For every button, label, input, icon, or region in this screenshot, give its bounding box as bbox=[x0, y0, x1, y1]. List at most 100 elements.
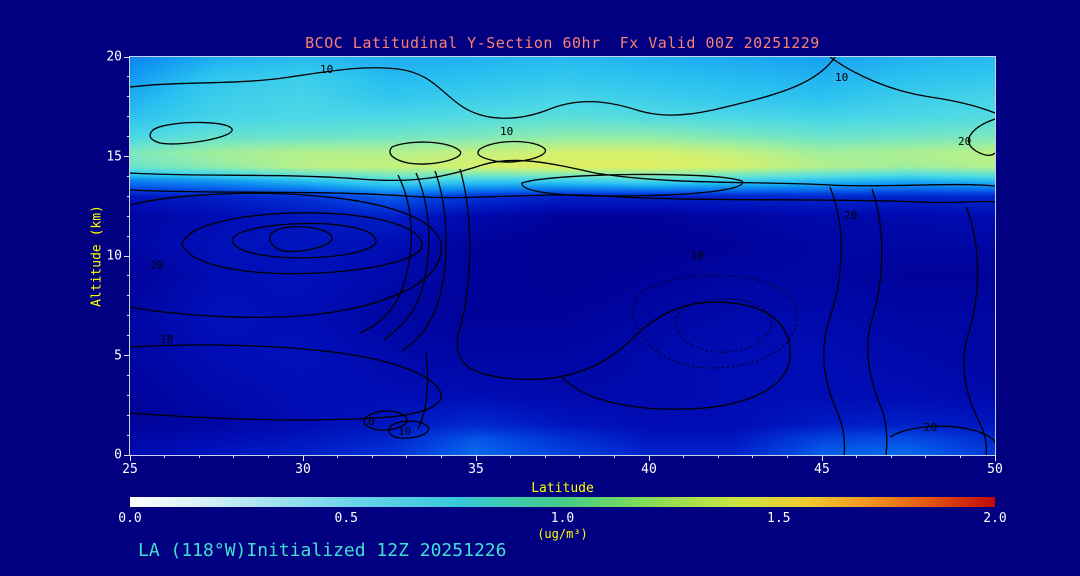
y-axis-minor-tick bbox=[127, 175, 130, 177]
x-tick-label: 40 bbox=[641, 462, 657, 477]
contour-label: 10 bbox=[398, 425, 411, 438]
x-axis-title: Latitude bbox=[531, 481, 594, 496]
y-axis-minor-tick bbox=[127, 116, 130, 118]
y-axis-minor-tick bbox=[127, 215, 130, 217]
contour-line bbox=[363, 410, 408, 431]
x-tick-label: 30 bbox=[295, 462, 311, 477]
contour-line bbox=[867, 188, 888, 455]
colorbar-tick-label: 2.0 bbox=[983, 511, 1007, 526]
x-axis-minor-tick bbox=[544, 455, 546, 458]
x-axis-minor-tick bbox=[233, 455, 235, 458]
x-axis-minor-tick bbox=[786, 455, 788, 458]
contour-line bbox=[963, 206, 988, 455]
x-axis-minor-tick bbox=[890, 455, 892, 458]
y-axis-tick bbox=[124, 255, 130, 257]
contour-label: 20 bbox=[150, 259, 163, 272]
contour-line bbox=[181, 212, 423, 275]
contour-line bbox=[269, 225, 333, 253]
x-axis-minor-tick bbox=[371, 455, 373, 458]
contour-line bbox=[130, 192, 442, 319]
y-axis-minor-tick bbox=[127, 76, 130, 78]
contour-label: 10 bbox=[835, 71, 848, 84]
y-axis-minor-tick bbox=[127, 136, 130, 138]
colorbar-tick-label: 0.5 bbox=[334, 511, 358, 526]
contour-line bbox=[130, 159, 995, 187]
contour-label: 10 bbox=[320, 63, 333, 76]
colorbar-units: (ug/m³) bbox=[537, 527, 588, 541]
y-axis-tick bbox=[124, 56, 130, 58]
contour-line bbox=[149, 121, 233, 145]
y-axis-minor-tick bbox=[127, 96, 130, 98]
x-axis-minor-tick bbox=[925, 455, 927, 458]
contour-line bbox=[401, 170, 447, 352]
x-axis-minor-tick bbox=[267, 455, 269, 458]
footer-text: LA (118°W)Initialized 12Z 20251226 bbox=[138, 540, 507, 561]
x-axis-minor-tick bbox=[579, 455, 581, 458]
chart-title: BCOC Latitudinal Y-Section 60hr Fx Valid… bbox=[305, 34, 820, 52]
contour-line bbox=[456, 168, 791, 410]
x-tick-label: 35 bbox=[468, 462, 484, 477]
contour-label: 20 bbox=[924, 421, 937, 434]
x-axis-tick bbox=[129, 455, 131, 461]
x-axis-tick bbox=[821, 455, 823, 461]
x-axis-minor-tick bbox=[613, 455, 615, 458]
y-tick-label: 0 bbox=[114, 447, 122, 463]
x-axis-tick bbox=[302, 455, 304, 461]
colorbar bbox=[130, 497, 995, 507]
contour-line bbox=[632, 274, 798, 369]
x-axis-minor-tick bbox=[752, 455, 754, 458]
contour-overlay: 10 10 20 10 20 10 0 10 -10 20 20 bbox=[130, 57, 995, 455]
y-axis-tick bbox=[124, 454, 130, 456]
x-axis-minor-tick bbox=[440, 455, 442, 458]
y-axis-minor-tick bbox=[127, 374, 130, 376]
contour-line bbox=[477, 140, 546, 163]
x-axis-minor-tick bbox=[164, 455, 166, 458]
contour-line bbox=[675, 298, 772, 353]
x-axis-minor-tick bbox=[406, 455, 408, 458]
x-axis-minor-tick bbox=[959, 455, 961, 458]
x-tick-label: 25 bbox=[122, 462, 138, 477]
y-tick-label: 5 bbox=[114, 348, 122, 363]
contour-line bbox=[829, 57, 995, 114]
x-axis-minor-tick bbox=[856, 455, 858, 458]
contour-label: 20 bbox=[844, 209, 857, 222]
contour-line bbox=[359, 174, 413, 334]
y-tick-label: 15 bbox=[106, 149, 122, 164]
contour-label: 10 bbox=[160, 333, 173, 346]
x-axis-tick bbox=[475, 455, 477, 461]
contour-label: 0 bbox=[368, 415, 375, 428]
y-axis-minor-tick bbox=[127, 195, 130, 197]
contour-line bbox=[231, 222, 377, 259]
y-axis-tick bbox=[124, 355, 130, 356]
x-axis-minor-tick bbox=[337, 455, 339, 458]
contour-label: -10 bbox=[684, 249, 704, 262]
x-tick-label: 50 bbox=[987, 462, 1003, 477]
y-axis-minor-tick bbox=[127, 335, 130, 337]
colorbar-tick-label: 1.5 bbox=[767, 511, 791, 526]
x-axis-tick bbox=[994, 455, 996, 461]
x-axis-minor-tick bbox=[683, 455, 685, 458]
y-axis-minor-tick bbox=[127, 394, 130, 396]
x-axis-tick bbox=[648, 455, 650, 461]
contour-line bbox=[389, 141, 462, 165]
contour-line bbox=[889, 425, 995, 444]
field-canvas bbox=[130, 57, 995, 455]
y-axis-minor-tick bbox=[127, 295, 130, 297]
plot-area: 10 10 20 10 20 10 0 10 -10 20 20 bbox=[129, 56, 996, 456]
contour-label: 20 bbox=[958, 135, 971, 148]
colorbar-tick-label: 1.0 bbox=[550, 511, 575, 526]
contour-label: 10 bbox=[500, 125, 513, 138]
contour-line bbox=[388, 420, 430, 439]
y-axis-minor-tick bbox=[127, 414, 130, 416]
colorbar-tick-label: 0.0 bbox=[118, 511, 142, 526]
y-axis-minor-tick bbox=[127, 275, 130, 277]
contour-line bbox=[521, 173, 744, 197]
x-axis-minor-tick bbox=[198, 455, 200, 458]
contour-line bbox=[130, 189, 995, 204]
contour-line bbox=[130, 344, 442, 421]
contour-line bbox=[417, 352, 429, 430]
contour-line bbox=[823, 186, 846, 455]
y-axis-minor-tick bbox=[127, 315, 130, 317]
contour-line bbox=[968, 118, 995, 157]
